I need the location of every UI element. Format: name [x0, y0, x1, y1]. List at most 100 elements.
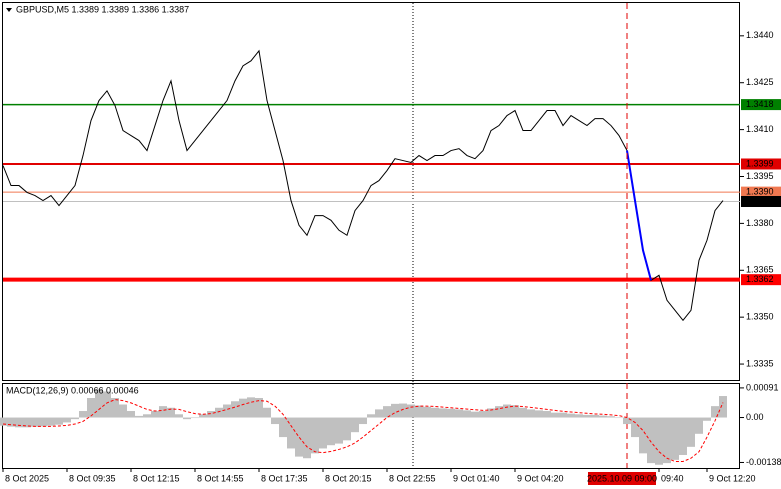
histogram-bar [455, 409, 463, 418]
histogram-bar [407, 404, 415, 418]
x-tick-label: 8 Oct 09:35 [69, 473, 116, 483]
x-tick-label: 9 Oct 12:20 [709, 473, 756, 483]
histogram-bar [151, 411, 159, 418]
histogram-bar [559, 412, 567, 418]
price-level-box [741, 196, 781, 208]
histogram-bar [599, 415, 607, 418]
histogram-bar [615, 417, 623, 419]
histogram-bar [551, 412, 559, 418]
histogram-bar [439, 408, 447, 418]
histogram-bar [471, 411, 479, 418]
y-tick-label: 1.3380 [746, 218, 774, 228]
histogram-bar [47, 417, 55, 426]
histogram-bar [175, 414, 183, 418]
y-tick-label: 0.00 [746, 412, 764, 422]
menu-icon [6, 8, 12, 12]
histogram-bar [303, 417, 311, 459]
histogram-bar [159, 406, 167, 418]
histogram-bar [631, 417, 639, 438]
price-level-box [741, 99, 781, 111]
histogram-bar [127, 411, 135, 418]
histogram-bar [567, 413, 575, 418]
histogram-bar [207, 411, 215, 418]
histogram-bar [31, 417, 39, 427]
histogram-bar [487, 408, 495, 418]
y-tick-label: 0.00091 [746, 382, 779, 392]
price-level-label: 1.3399 [746, 158, 774, 168]
plot-layer: 1.34401.34251.34101.33951.33801.33651.33… [0, 3, 781, 485]
x-tick-label: 8 Oct 20:15 [325, 473, 372, 483]
histogram-bar [7, 417, 15, 427]
histogram-bar [463, 410, 471, 418]
histogram-bar [375, 409, 383, 418]
main-pane-frame [2, 2, 740, 381]
histogram-bar [271, 417, 279, 425]
histogram-bar [383, 406, 391, 418]
histogram-bar [223, 404, 231, 418]
histogram-bar [519, 407, 527, 418]
histogram-bar [719, 396, 727, 418]
y-tick-label: 1.3335 [746, 358, 774, 368]
series-line [2, 399, 724, 462]
histogram-bar [287, 417, 295, 449]
histogram-bar [167, 407, 175, 418]
histogram-bar [679, 417, 687, 455]
histogram-bar [663, 417, 671, 464]
histogram-bar [39, 417, 47, 427]
histogram-bar [95, 388, 103, 418]
histogram-bar [135, 415, 143, 418]
histogram-bar [639, 417, 647, 454]
x-tick-label: 9 Oct 01:40 [453, 473, 500, 483]
histogram-bar [247, 397, 255, 418]
histogram-bar [311, 417, 319, 454]
macd-pane-frame [2, 383, 740, 469]
price-level-label: 1.3387 [746, 196, 774, 206]
histogram-bar [695, 417, 703, 434]
histogram-bar [263, 407, 271, 418]
histogram-bar [479, 411, 487, 418]
histogram-bar [0, 417, 7, 426]
histogram-bar [319, 417, 327, 449]
macd-title: MACD(12,26,9) 0.00066 0.00046 [6, 385, 139, 395]
histogram-bar [423, 406, 431, 418]
histogram-bar [543, 411, 551, 418]
chart-title: GBPUSD,M5 1.3389 1.3389 1.3386 1.3387 [16, 4, 189, 14]
x-tick-label: 9 Oct 04:20 [517, 473, 564, 483]
price-level-label: 1.3418 [746, 99, 774, 109]
price-level-box [741, 158, 781, 170]
histogram-bar [399, 403, 407, 418]
histogram-bar [255, 398, 263, 418]
histogram-bar [367, 414, 375, 418]
y-tick-label: -0.00138 [746, 457, 781, 467]
histogram-bar [655, 417, 663, 465]
histogram-bar [575, 414, 583, 418]
y-tick-label: 1.3350 [746, 312, 774, 322]
histogram-bar [183, 417, 191, 420]
histogram-bar [647, 417, 655, 464]
histogram-bar [63, 417, 71, 423]
histogram-bar [703, 417, 711, 421]
histogram-bar [103, 391, 111, 418]
histogram-bar [535, 410, 543, 418]
y-tick-label: 1.3425 [746, 77, 774, 87]
histogram-bar [23, 417, 31, 428]
histogram-bar [359, 417, 367, 425]
series-line [2, 49, 724, 322]
histogram-bar [191, 417, 199, 419]
histogram-bar [447, 408, 455, 418]
cursor-box [588, 472, 656, 485]
price-level-label: 1.3362 [746, 274, 774, 284]
histogram-bar [111, 398, 119, 418]
histogram-bar [607, 416, 615, 418]
price-level-label: 1.3390 [746, 187, 774, 197]
histogram-bar [495, 406, 503, 418]
x-tick-label: 8 Oct 2025 [5, 473, 49, 483]
x-tick-label: 8 Oct 22:55 [389, 473, 436, 483]
histogram-bar [15, 417, 23, 428]
histogram-bar [279, 417, 287, 438]
histogram-bar [199, 414, 207, 418]
histogram-bar [231, 401, 239, 418]
y-tick-label: 1.3395 [746, 171, 774, 181]
histogram-bar [431, 407, 439, 418]
